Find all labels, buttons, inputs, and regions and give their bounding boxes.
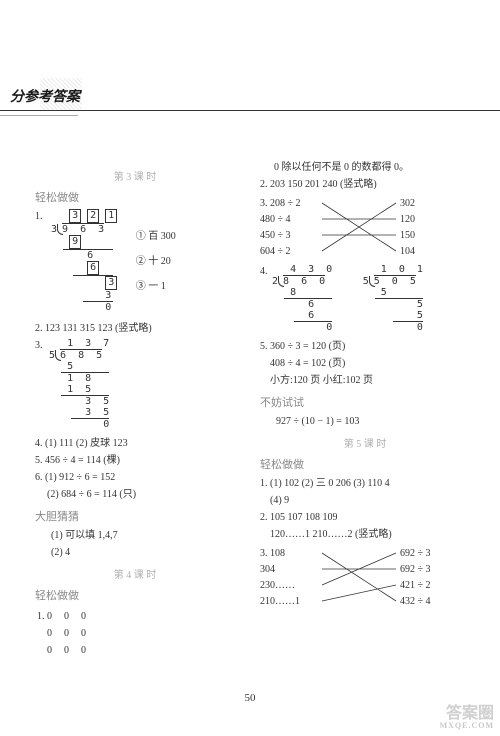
l5-p3-match: 3. 108 304 230…… 210……1 692 ÷ 3 692 ÷ 3 421 ÷ … xyxy=(260,544,470,616)
p3-division: 1 3 7 56 8 5 5 1 8 1 5 3 5 3 5 0 xyxy=(49,338,109,430)
lesson-5-label: 第 5 课 时 xyxy=(260,435,470,450)
l5-p2a: 2. 105 107 108 109 xyxy=(260,510,470,525)
l5-p1b: (4) 9 xyxy=(270,493,470,508)
header-subrule xyxy=(0,115,78,116)
problem-2: 2. 123 131 315 123 (竖式略) xyxy=(35,321,235,336)
svg-text:150: 150 xyxy=(400,230,415,241)
p4-div2: 1 0 1 55 0 5 5 5 5 0 xyxy=(363,264,423,333)
svg-text:604 ÷ 2: 604 ÷ 2 xyxy=(260,246,291,257)
watermark: 答案圈 MXQE.COM xyxy=(440,706,494,730)
problem-1: 1. 3 2 1 39 6 3 9 6 6 3 3 0 xyxy=(35,209,235,313)
header-rule xyxy=(0,110,500,111)
watermark-sub: MXQE.COM xyxy=(440,722,494,730)
p1-num: 1. xyxy=(35,211,43,222)
svg-text:450 ÷ 3: 450 ÷ 3 xyxy=(260,230,291,241)
svg-text:210……1: 210……1 xyxy=(260,596,300,607)
match-svg-2: 3. 108 304 230…… 210……1 692 ÷ 3 692 ÷ 3 421 ÷ … xyxy=(260,544,470,616)
match-svg-1: 3. 208 ÷ 2 480 ÷ 4 450 ÷ 3 604 ÷ 2 302 120 150… xyxy=(260,194,460,262)
svg-text:421 ÷ 2: 421 ÷ 2 xyxy=(400,580,431,591)
left-column: 第 3 课 时 轻松做做 1. 3 2 1 39 6 3 9 6 6 3 3 xyxy=(35,162,235,660)
problem-4: 4. (1) 111 (2) 皮球 123 xyxy=(35,436,235,451)
svg-text:104: 104 xyxy=(400,246,415,257)
table-row: 000 xyxy=(37,643,96,658)
right-p5a: 5. 360 ÷ 3 = 120 (页) xyxy=(260,339,470,354)
right-p3-match: 3. 208 ÷ 2 480 ÷ 4 450 ÷ 3 604 ÷ 2 302 120 150… xyxy=(260,194,470,262)
section-easy-l5: 轻松做做 xyxy=(260,456,470,472)
page-number: 50 xyxy=(0,692,500,704)
try-1: 927 ÷ (10 − 1) = 103 xyxy=(276,414,470,429)
problem-6b: (2) 684 ÷ 6 = 114 (只) xyxy=(47,487,235,502)
table-row: 1. 000 xyxy=(37,609,96,624)
section-try: 不妨试试 xyxy=(260,394,470,410)
right-p2: 2. 203 150 201 240 (竖式略) xyxy=(260,177,470,192)
right-p5b: 408 ÷ 4 = 102 (页) xyxy=(270,356,470,371)
svg-text:3. 208 ÷ 2: 3. 208 ÷ 2 xyxy=(260,198,301,209)
right-p5c: 小方:120 页 小红:102 页 xyxy=(270,373,470,388)
p4-div1: 4 3 0 28 6 0 8 6 6 0 xyxy=(272,264,332,333)
table-row: 000 xyxy=(37,626,96,641)
svg-text:692 ÷ 3: 692 ÷ 3 xyxy=(400,548,431,559)
p1-note1: ① 百 300 xyxy=(136,229,176,244)
section-bold: 大胆猜猜 xyxy=(35,508,235,524)
svg-text:230……: 230…… xyxy=(260,580,295,591)
svg-text:692 ÷ 3: 692 ÷ 3 xyxy=(400,564,431,575)
svg-text:302: 302 xyxy=(400,198,415,209)
lesson-3-label: 第 3 课 时 xyxy=(35,168,235,183)
section-easy-l4: 轻松做做 xyxy=(35,587,235,603)
bold-1: (1) 可以填 1,4,7 xyxy=(51,528,235,543)
l5-p2b: 120……1 210……2 (竖式略) xyxy=(270,527,470,542)
svg-text:432 ÷ 4: 432 ÷ 4 xyxy=(400,596,431,607)
p1-note3: ③ 一 1 xyxy=(136,279,176,294)
bold-2: (2) 4 xyxy=(51,545,235,560)
p1-division: 3 2 1 39 6 3 9 6 6 3 3 0 xyxy=(51,209,117,313)
right-top: 0 除以任何不是 0 的数都得 0。 xyxy=(274,160,470,175)
header-title: 分参考答案 xyxy=(10,86,80,106)
problem-6a: 6. (1) 912 ÷ 6 = 152 xyxy=(35,470,235,485)
right-column: 0 除以任何不是 0 的数都得 0。 2. 203 150 201 240 (竖… xyxy=(260,158,470,616)
p1-note2: ② 十 20 xyxy=(136,254,176,269)
problem-3: 3. 1 3 7 56 8 5 5 1 8 1 5 3 5 3 5 0 xyxy=(35,338,235,430)
lesson-4-label: 第 4 课 时 xyxy=(35,566,235,581)
zeros-table: 1. 000 000 000 xyxy=(35,607,98,660)
right-p4: 4. 4 3 0 28 6 0 8 6 6 0 1 0 1 55 0 5 5 5 xyxy=(260,264,470,333)
svg-text:304: 304 xyxy=(260,564,275,575)
svg-text:480 ÷ 4: 480 ÷ 4 xyxy=(260,214,291,225)
section-easy-left: 轻松做做 xyxy=(35,189,235,205)
watermark-main: 答案圈 xyxy=(440,706,494,722)
problem-5: 5. 456 ÷ 4 = 114 (棵) xyxy=(35,453,235,468)
svg-text:3. 108: 3. 108 xyxy=(260,548,285,559)
l5-p1a: 1. (1) 102 (2) 三 0 206 (3) 110 4 xyxy=(260,476,470,491)
svg-text:120: 120 xyxy=(400,214,415,225)
